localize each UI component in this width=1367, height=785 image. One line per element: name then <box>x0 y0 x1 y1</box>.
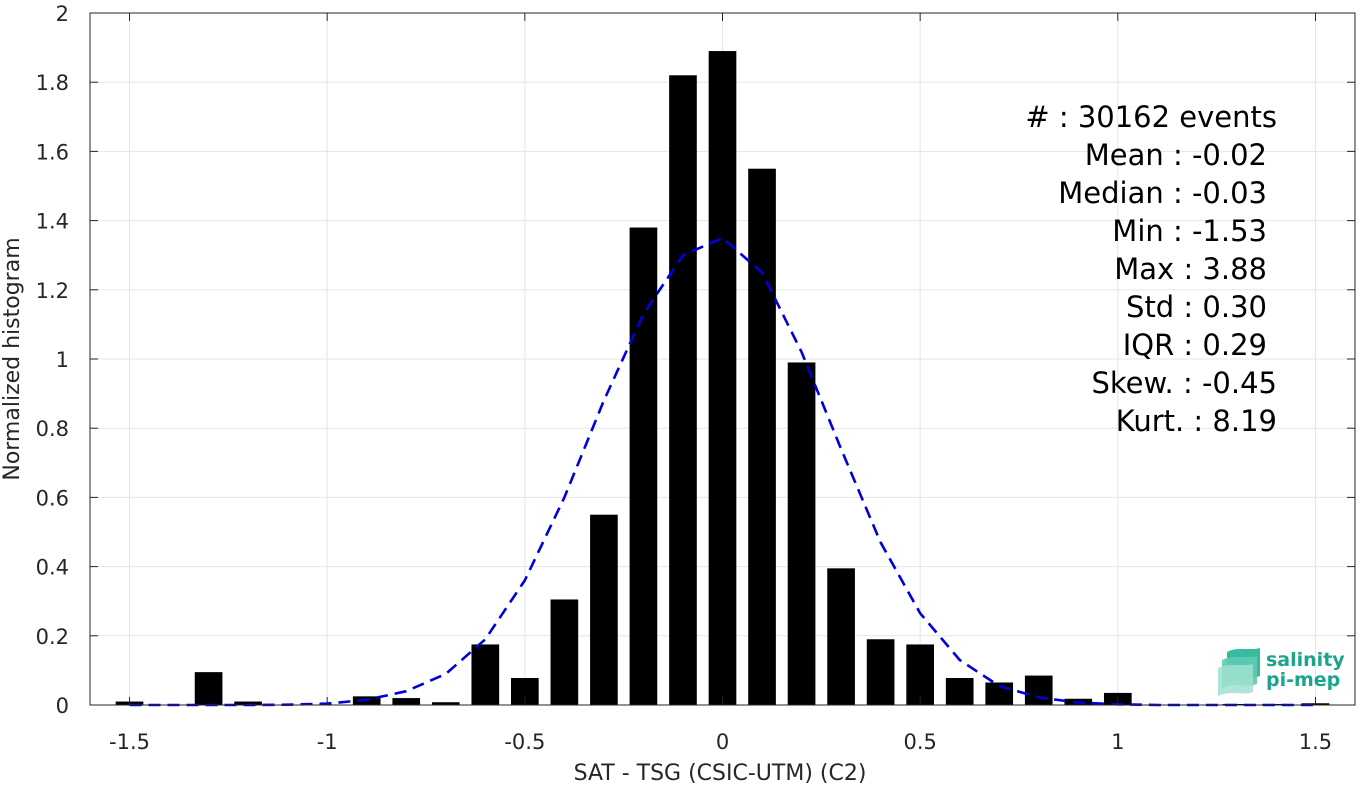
salinity-pimep-logo: salinity pi-mep <box>1218 648 1345 696</box>
stat-max: Max : 3.88 <box>1114 252 1267 286</box>
histogram-bar <box>945 678 974 705</box>
y-tick-label: 1.4 <box>36 210 69 234</box>
stat-std: Std : 0.30 <box>1126 290 1267 324</box>
y-tick-label: 0.6 <box>36 486 69 510</box>
histogram-bar <box>827 568 855 705</box>
y-tick-label: 1.2 <box>36 279 69 303</box>
y-axis-title: Normalized histogram <box>0 237 25 480</box>
statistics-annotation: # : 30162 events Mean : -0.02 Median : -… <box>1025 100 1277 438</box>
y-tick-label: 2 <box>56 2 69 26</box>
histogram-bar <box>669 75 697 705</box>
y-tick-label: 0.8 <box>36 417 69 441</box>
y-tick-label: 0.4 <box>36 556 69 580</box>
histogram-bar <box>234 701 262 705</box>
x-tick-label: 0 <box>716 730 729 754</box>
histogram-bar <box>748 168 776 705</box>
histogram-bar <box>906 644 934 705</box>
logo-text-salinity: salinity <box>1266 649 1345 671</box>
y-tick-label: 1.6 <box>36 140 69 164</box>
histogram-bar <box>1024 675 1053 705</box>
x-tick-labels: -1.5 -1 -0.5 0 0.5 1 1.5 <box>109 730 1332 754</box>
histogram-bar <box>1262 703 1290 705</box>
histogram-bar <box>590 514 618 705</box>
histogram-bar <box>787 362 816 705</box>
stat-min: Min : -1.53 <box>1112 214 1267 248</box>
x-axis-title: SAT - TSG (CSIC-UTM) (C2) <box>574 761 867 785</box>
histogram-bar <box>392 698 421 705</box>
histogram-bar <box>866 639 895 705</box>
x-tick-label: 1.5 <box>1299 730 1332 754</box>
histogram-bar <box>194 672 223 705</box>
x-tick-label: -0.5 <box>504 730 545 754</box>
histogram-bars <box>115 51 1330 706</box>
y-tick-label: 1.8 <box>36 71 69 95</box>
wave-stack-icon <box>1218 648 1260 696</box>
histogram-bar <box>708 51 737 706</box>
histogram-bar <box>629 227 658 705</box>
stat-iqr: IQR : 0.29 <box>1123 328 1267 362</box>
stat-median: Median : -0.03 <box>1058 176 1267 210</box>
y-tick-label: 0.2 <box>36 625 69 649</box>
stat-skewness: Skew. : -0.45 <box>1091 366 1277 400</box>
histogram-bar <box>471 644 500 705</box>
y-tick-label: 1 <box>56 348 69 372</box>
y-tick-labels: 0 0.2 0.4 0.6 0.8 1 1.2 1.4 1.6 1.8 2 <box>36 2 69 718</box>
histogram-bar <box>550 599 579 705</box>
stat-count: # : 30162 events <box>1025 100 1277 134</box>
y-tick-label: 0 <box>56 694 69 718</box>
x-tick-label: 1 <box>1111 730 1124 754</box>
axes <box>89 12 1356 706</box>
x-tick-label: -1 <box>317 730 338 754</box>
stat-kurtosis: Kurt. : 8.19 <box>1116 404 1277 438</box>
stat-mean: Mean : -0.02 <box>1085 138 1267 172</box>
x-tick-label: 0.5 <box>903 730 936 754</box>
logo-text-pimep: pi-mep <box>1266 669 1340 691</box>
x-tick-label: -1.5 <box>109 730 150 754</box>
histogram-bar <box>431 702 460 705</box>
